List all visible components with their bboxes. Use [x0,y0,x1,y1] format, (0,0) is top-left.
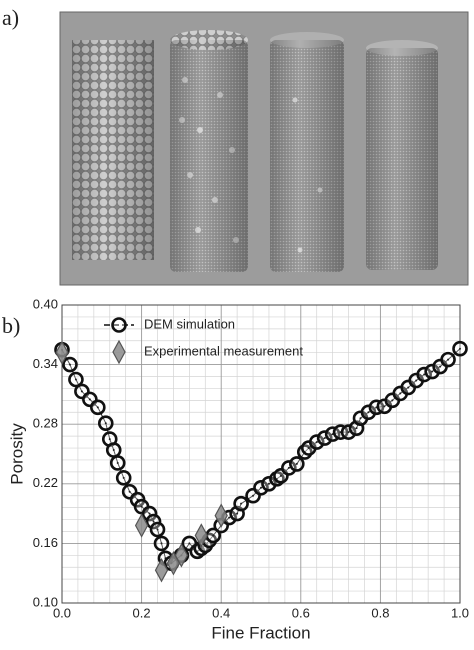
point-center [228,517,230,519]
point-center [97,406,99,408]
point-center [157,528,159,530]
cylinder-fine [366,40,438,270]
point-center [123,477,125,479]
point-center [268,483,270,485]
point-center [383,405,385,407]
x-tick-label: 0.2 [133,605,151,620]
point-center [161,542,163,544]
point-center [81,390,83,392]
point-center [109,438,111,440]
cylinder-mix-1 [170,30,248,272]
figure: a) b) 0.00.20.40.60.81.00.100.160.220.28… [0,0,474,650]
point-center [324,437,326,439]
point-center [431,371,433,373]
y-tick-label: 0.22 [33,475,58,490]
legend-label: DEM simulation [144,316,235,331]
x-tick-label: 0.4 [212,605,230,620]
point-center [149,513,151,515]
point-center [69,364,71,366]
y-tick-label: 0.28 [33,416,58,431]
point-center [356,427,358,429]
point-center [153,521,155,523]
point-center [260,487,262,489]
y-tick-label: 0.34 [33,356,58,371]
point-center [240,503,242,505]
x-axis-label: Fine Fraction [211,623,310,642]
x-tick-label: 0.8 [371,605,389,620]
y-axis-label: Porosity [7,423,26,485]
point-center [459,348,461,350]
point-center [141,506,143,508]
x-tick-label: 1.0 [451,605,469,620]
point-center [407,386,409,388]
point-center [117,462,119,464]
point-center [236,513,238,515]
point-center [188,542,190,544]
point-center [252,495,254,497]
point-center [105,422,107,424]
panel-label: b) [2,313,20,338]
panel-a [60,12,468,285]
point-center [280,475,282,477]
point-center [75,379,77,381]
y-tick-label: 0.40 [33,296,58,311]
point-center [308,447,310,449]
point-center [348,431,350,433]
point-center [447,359,449,361]
point-center [391,399,393,401]
cylinder-mix-2 [270,32,344,272]
x-tick-label: 0.6 [292,605,310,620]
point-center [367,411,369,413]
point-center [288,467,290,469]
point-center [360,417,362,419]
point-center [129,491,131,493]
y-tick-label: 0.10 [33,594,58,609]
cylinder-coarse [72,40,154,260]
point-center [316,441,318,443]
point-center [212,534,214,536]
legend-marker [113,319,126,332]
panel-label: a) [2,5,19,30]
legend-label: Experimental measurement [144,343,303,358]
point-center [415,379,417,381]
point-center [113,449,115,451]
point-center [296,463,298,465]
y-tick-label: 0.16 [33,535,58,550]
point-center [399,392,401,394]
point-center [89,398,91,400]
point-center [439,366,441,368]
